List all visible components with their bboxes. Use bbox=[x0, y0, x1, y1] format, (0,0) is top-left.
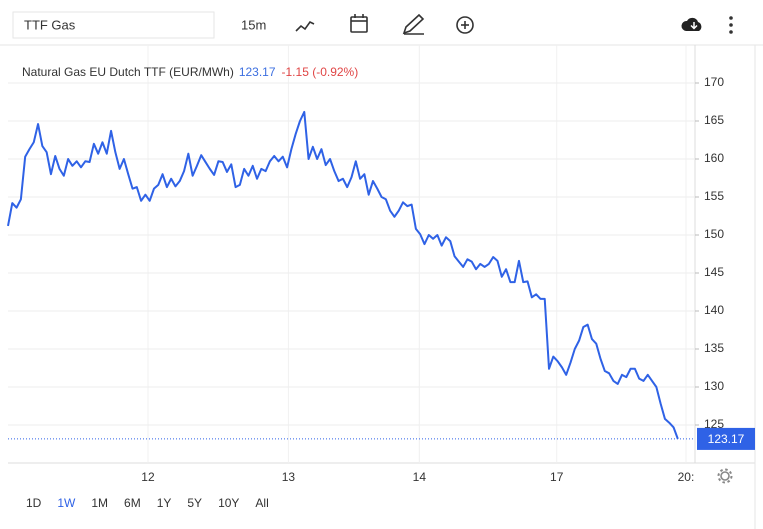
y-tick-label: 140 bbox=[704, 303, 724, 317]
settings-icon[interactable] bbox=[717, 468, 733, 484]
price-line bbox=[7, 110, 679, 440]
calendar-icon[interactable] bbox=[350, 14, 368, 33]
interval-button[interactable]: 15m bbox=[241, 17, 266, 32]
x-tick-label: 12 bbox=[141, 470, 155, 484]
legend-title: Natural Gas EU Dutch TTF (EUR/MWh) bbox=[22, 65, 234, 79]
legend-change: -1.15 (-0.92%) bbox=[282, 65, 359, 79]
x-tick-label: 17 bbox=[550, 470, 564, 484]
y-tick-label: 135 bbox=[704, 341, 724, 355]
last-price-tag bbox=[697, 427, 755, 450]
range-button[interactable]: 6M bbox=[124, 496, 141, 510]
more-menu-icon[interactable] bbox=[729, 16, 733, 34]
chart-type-icon[interactable] bbox=[295, 20, 315, 32]
x-tick-label: 14 bbox=[413, 470, 427, 484]
range-button[interactable]: 1W bbox=[57, 496, 76, 510]
y-tick-label: 155 bbox=[704, 189, 724, 203]
y-tick-label: 150 bbox=[704, 227, 724, 241]
y-tick-label: 160 bbox=[704, 151, 724, 165]
x-tick-label: 20: bbox=[678, 470, 695, 484]
range-button[interactable]: 1D bbox=[26, 496, 42, 510]
range-button[interactable]: 5Y bbox=[187, 496, 202, 510]
plot: 123.17 bbox=[7, 110, 755, 450]
range-button[interactable]: 1Y bbox=[157, 496, 172, 510]
y-tick-label: 170 bbox=[704, 75, 724, 89]
last-price-label: 123.17 bbox=[708, 432, 745, 446]
range-button[interactable]: 10Y bbox=[218, 496, 239, 510]
legend-value: 123.17 bbox=[239, 65, 276, 79]
draw-icon[interactable] bbox=[402, 13, 425, 35]
add-indicator-icon[interactable] bbox=[456, 16, 474, 34]
range-bar: 1D 1W 1M 6M 1Y 5Y 10Y All bbox=[26, 496, 269, 510]
grid: 125 130 135 140 145 150 155 160 165 170 12 13 14 17 20… bbox=[8, 45, 724, 484]
search-box[interactable] bbox=[12, 11, 215, 39]
download-icon[interactable] bbox=[681, 17, 702, 31]
range-button[interactable]: All bbox=[255, 496, 268, 510]
x-tick-label: 13 bbox=[282, 470, 296, 484]
y-tick-label: 130 bbox=[704, 379, 724, 393]
y-tick-label: 165 bbox=[704, 113, 724, 127]
symbol-input[interactable]: TTF Gas bbox=[24, 17, 76, 32]
y-tick-label: 125 bbox=[704, 417, 724, 431]
range-button[interactable]: 1M bbox=[91, 496, 108, 510]
y-tick-label: 145 bbox=[704, 265, 724, 279]
